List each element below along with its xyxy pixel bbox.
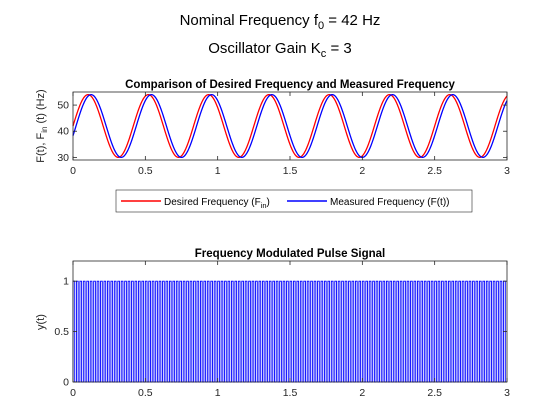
- frequency-legend: Desired Frequency (Fin) Measured Frequen…: [115, 189, 473, 213]
- frequency-xtick-label: 0: [70, 165, 76, 177]
- frequency-xtick-label: 2.5: [427, 165, 442, 177]
- frequency-comparison-plot-area: [73, 92, 507, 160]
- pulse-ytick-label: 0: [63, 377, 69, 389]
- figure-title-line-1: Nominal Frequency f0 = 42 Hz: [180, 12, 381, 32]
- figure-title-line-2: Oscillator Gain Kc = 3: [208, 40, 351, 60]
- frequency-comparison-ylabel: F(t), Fin (t) (Hz): [35, 89, 49, 162]
- series-line-pulse: [72, 280, 507, 383]
- frequency-comparison-title: Comparison of Desired Frequency and Meas…: [125, 79, 455, 91]
- frequency-ytick-label: 50: [57, 100, 69, 112]
- pulse-xtick-label: 1.5: [283, 387, 298, 399]
- pulse-ytick-label: 0.5: [54, 326, 69, 338]
- series-line-measured: [72, 93, 508, 159]
- frequency-ytick-label: 30: [57, 152, 69, 164]
- pulse-ytick-label: 1: [63, 276, 69, 288]
- frequency-ytick-label: 40: [57, 126, 69, 138]
- pulse-signal-ylabel: y(t): [35, 314, 47, 330]
- pulse-xtick-label: 2.5: [427, 387, 442, 399]
- pulse-signal-axes: Frequency Modulated Pulse Signal 0 0.5 1 1.…: [35, 248, 510, 399]
- frequency-xtick-label: 0.5: [138, 165, 153, 177]
- pulse-xtick-label: 3: [504, 387, 510, 399]
- frequency-comparison-axes: Comparison of Desired Frequency and Meas…: [35, 79, 510, 177]
- legend-label-measured: Measured Frequency (F(t)): [330, 197, 449, 208]
- series-line-desired: [72, 93, 508, 159]
- frequency-xtick-label: 1: [215, 165, 221, 177]
- frequency-xtick-label: 3: [504, 165, 510, 177]
- pulse-xtick-label: 0.5: [138, 387, 153, 399]
- legend-label-desired: Desired Frequency (Fin): [164, 197, 270, 210]
- frequency-xtick-label: 2: [359, 165, 365, 177]
- pulse-xtick-label: 1: [215, 387, 221, 399]
- pulse-signal-title: Frequency Modulated Pulse Signal: [195, 248, 385, 260]
- pulse-xtick-label: 0: [70, 387, 76, 399]
- pulse-xtick-label: 2: [359, 387, 365, 399]
- frequency-xtick-label: 1.5: [283, 165, 298, 177]
